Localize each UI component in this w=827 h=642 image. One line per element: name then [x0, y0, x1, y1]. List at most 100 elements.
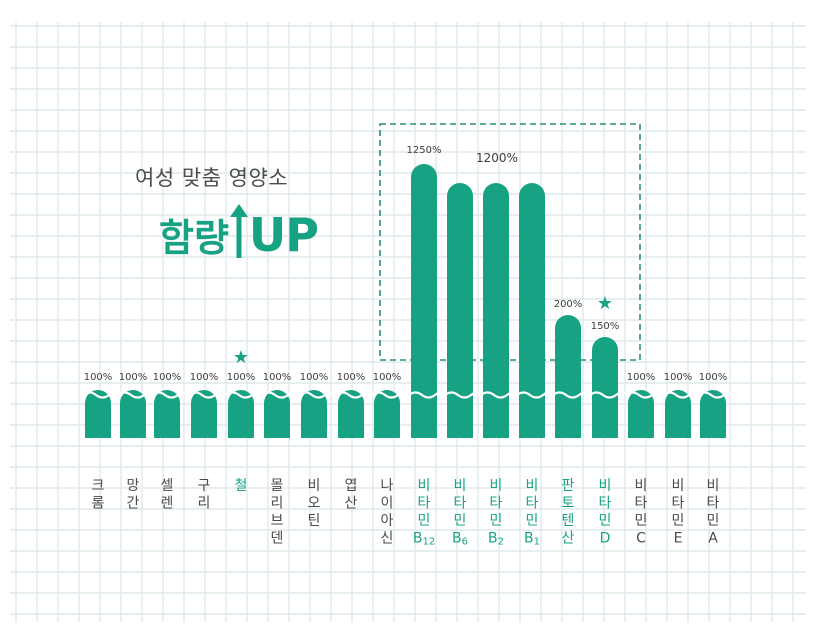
bar-value-label: 100%: [627, 372, 656, 383]
bar-value-label: 100%: [337, 372, 366, 383]
bar-value-label: 1200%: [476, 151, 518, 165]
bar: [519, 183, 545, 438]
axis-break-mark: [516, 391, 557, 399]
bar: [592, 337, 618, 438]
category-label: 비: [526, 478, 539, 494]
category-label: 민: [490, 513, 503, 529]
category-label: 민: [635, 513, 648, 529]
bar: [447, 183, 473, 438]
category-label: E: [674, 531, 683, 547]
category-label: 비: [672, 478, 685, 494]
category-label: 엽: [345, 478, 358, 494]
axis-break-mark: [188, 391, 229, 399]
star-markers: ★★: [233, 293, 613, 368]
axis-break-mark: [371, 391, 412, 399]
category-label: 타: [635, 496, 648, 512]
category-label: 리: [271, 496, 284, 512]
category-label: B1: [524, 531, 540, 548]
category-label: 비: [599, 478, 612, 494]
category-label-subscript: 2: [498, 537, 504, 548]
bar: [411, 164, 437, 438]
category-label-subscript: 6: [462, 537, 468, 548]
category-label-subscript: 1: [534, 537, 540, 548]
category-label: 산: [345, 496, 358, 512]
category-label: 민: [526, 513, 539, 529]
bar: [665, 390, 691, 438]
category-label: 비: [635, 478, 648, 494]
bar-value-label: 100%: [699, 372, 728, 383]
category-label: 브: [271, 513, 284, 529]
up-arrow-icon: [229, 204, 248, 258]
axis-break-mark: [298, 391, 339, 399]
category-label: 나: [381, 478, 394, 494]
bar-value-label: 100%: [300, 372, 329, 383]
category-label: 신: [381, 531, 394, 547]
category-label: 타: [599, 496, 612, 512]
axis-break-mark: [589, 391, 630, 399]
bars: [82, 164, 738, 438]
category-label: 오: [308, 496, 321, 512]
bar: [374, 390, 400, 438]
bar: [301, 390, 327, 438]
axis-break-mark: [335, 391, 376, 399]
category-label: 간: [127, 496, 140, 512]
category-label: 셀: [161, 478, 174, 494]
category-label: 산: [562, 531, 575, 547]
category-label: D: [600, 531, 611, 547]
axis-break-mark: [480, 391, 521, 399]
axis-break-mark: [444, 391, 485, 399]
bar-value-label: 100%: [263, 372, 292, 383]
bar-value-label: 100%: [664, 372, 693, 383]
category-label: 리: [198, 496, 211, 512]
axis-break-mark: [408, 391, 449, 399]
category-label-subscript: 12: [422, 537, 435, 548]
background-grid: [10, 22, 806, 622]
headline-up-word: UP: [248, 208, 319, 262]
bar: [154, 390, 180, 438]
axis-break-mark: [697, 391, 738, 399]
axis-break-mark: [662, 391, 703, 399]
category-label: 비: [490, 478, 503, 494]
category-label: 타: [707, 496, 720, 512]
category-label: 타: [672, 496, 685, 512]
category-label: 롬: [92, 496, 105, 512]
axis-break-mark: [261, 391, 302, 399]
category-label: 비: [707, 478, 720, 494]
bar: [191, 390, 217, 438]
bar: [700, 390, 726, 438]
category-label: 틴: [308, 513, 321, 529]
category-label: B12: [413, 531, 435, 548]
axis-break-mark: [151, 391, 192, 399]
category-label: 크: [92, 478, 105, 494]
value-labels: 100% 100% 100% 100% 100% 100% 100% 100% 100% 1250…: [84, 145, 728, 383]
highlight-box: [379, 123, 641, 361]
axis-break-mark: [552, 391, 593, 399]
category-label: 철: [235, 478, 248, 494]
axis-break-mark: [225, 391, 266, 399]
category-label: B6: [452, 531, 468, 548]
axis-break-mark: [625, 391, 666, 399]
axis-break-mark: [117, 391, 158, 399]
headline-subtitle: 여성 맞춤 영양소: [135, 166, 289, 190]
category-label: 타: [454, 496, 467, 512]
category-label: 타: [490, 496, 503, 512]
category-label: 이: [381, 496, 394, 512]
bar-value-label: 1250%: [407, 145, 442, 156]
bar-value-label: 100%: [227, 372, 256, 383]
category-label: 민: [454, 513, 467, 529]
category-label: 비: [454, 478, 467, 494]
category-label: C: [636, 531, 646, 547]
bar-value-label: 150%: [591, 321, 620, 332]
category-label: A: [708, 531, 718, 547]
bar: [264, 390, 290, 438]
category-label: 타: [526, 496, 539, 512]
category-label: 텐: [562, 513, 575, 529]
category-label: 비: [308, 478, 321, 494]
bar: [628, 390, 654, 438]
bar-value-label: 200%: [554, 299, 583, 310]
bar-value-label: 100%: [84, 372, 113, 383]
category-label: 렌: [161, 496, 174, 512]
category-label: 타: [418, 496, 431, 512]
